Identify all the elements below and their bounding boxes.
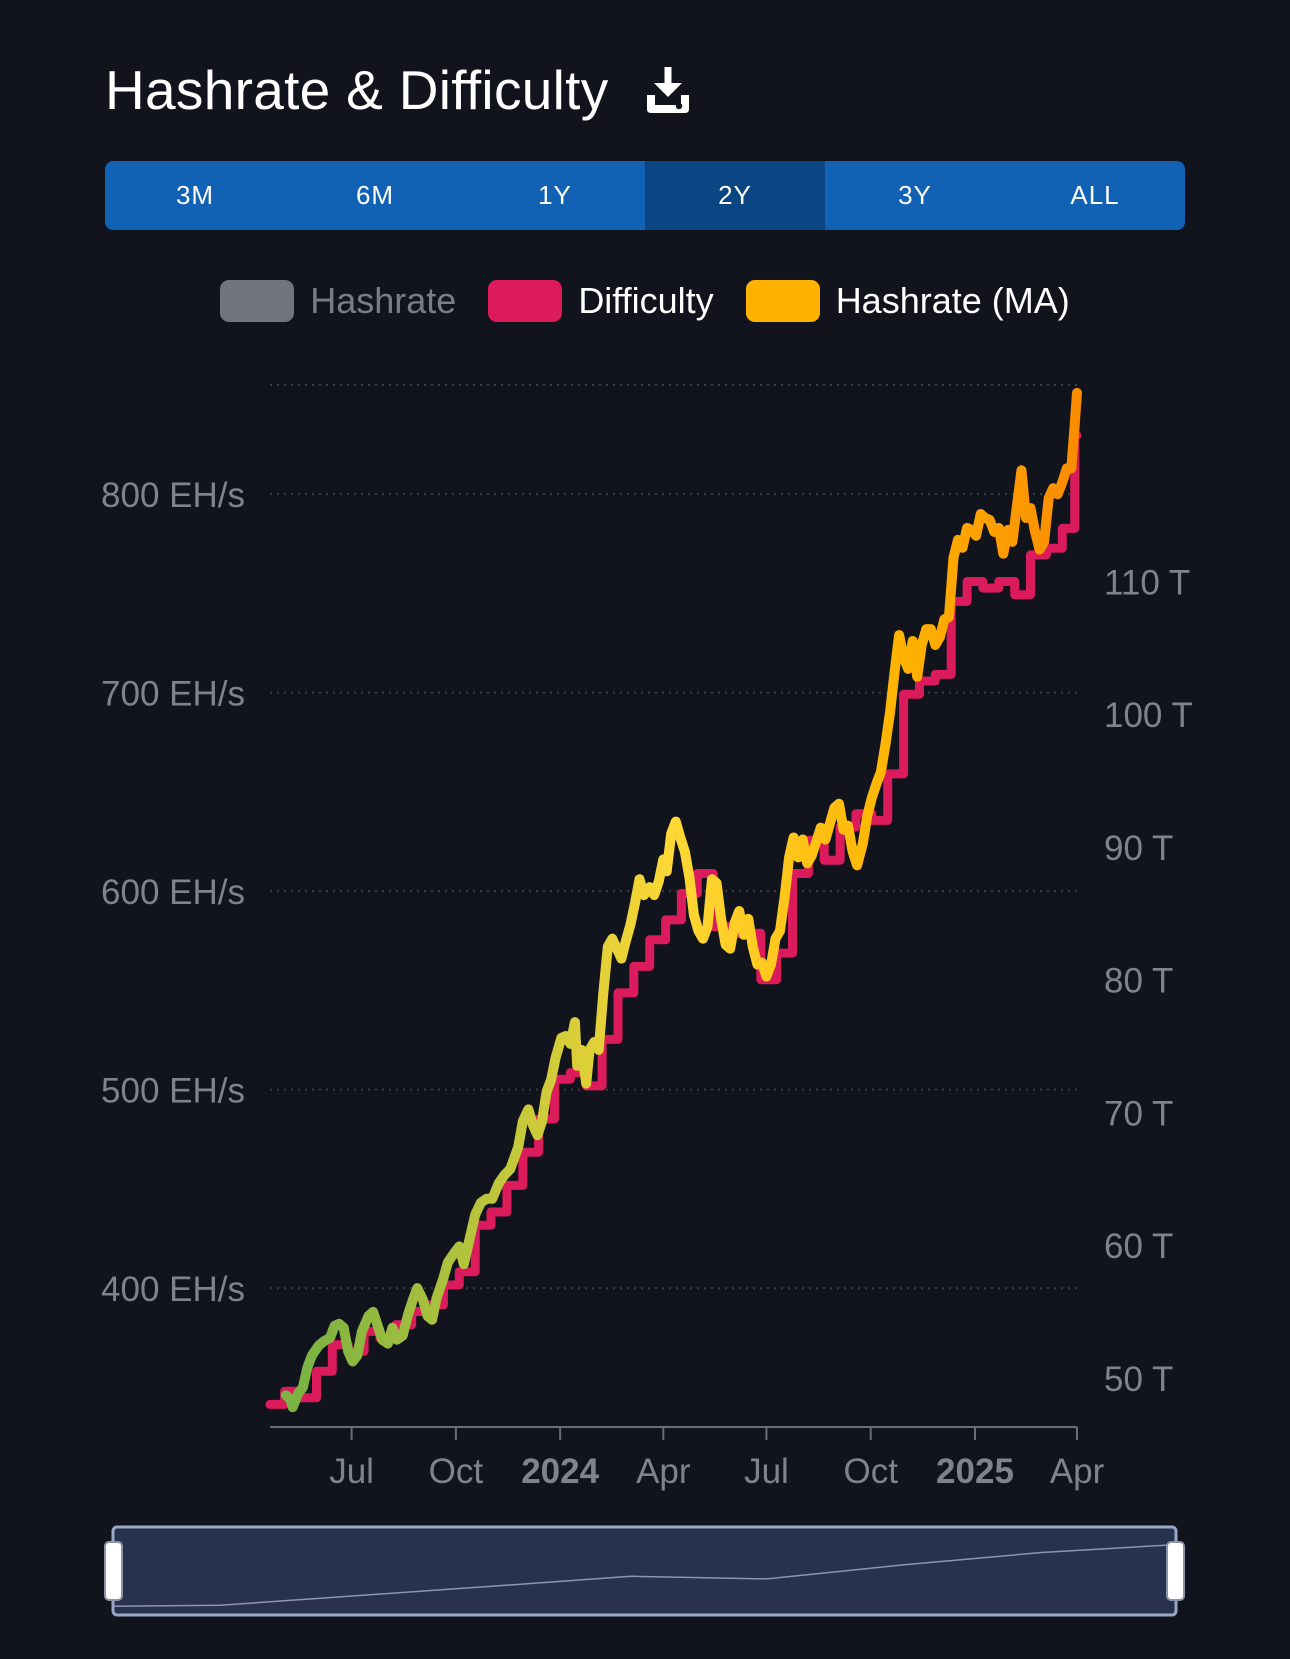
range-button-1y[interactable]: 1Y xyxy=(538,180,572,210)
legend-item-hashrate-ma[interactable]: Hashrate (MA) xyxy=(745,280,1070,322)
legend-item-difficulty[interactable]: Difficulty xyxy=(488,280,714,322)
navigator-series-line xyxy=(112,1543,1177,1607)
y-left-tick-label: 400 EH/s xyxy=(101,1270,245,1309)
legend-item-hashrate[interactable]: Hashrate xyxy=(220,280,456,322)
x-tick-label: Apr xyxy=(1050,1452,1105,1491)
range-selector: 3M 6M 1Y 2Y 3Y ALL xyxy=(105,161,1185,230)
y-right-tick-label: 50 T xyxy=(1104,1360,1173,1399)
y-right-tick-label: 80 T xyxy=(1104,962,1173,1001)
legend-label-hashrate: Hashrate xyxy=(310,280,457,321)
navigator-handle-right[interactable] xyxy=(1166,1541,1185,1601)
chart-title: Hashrate & Difficulty xyxy=(105,59,609,121)
chart-header: Hashrate & Difficulty xyxy=(105,58,695,122)
y-right-tick-label: 70 T xyxy=(1104,1094,1173,1133)
y-left-tick-label: 800 EH/s xyxy=(101,476,245,515)
y-left-tick-label: 700 EH/s xyxy=(101,675,245,714)
x-tick-label: Oct xyxy=(429,1452,484,1491)
x-tick-label: Jul xyxy=(329,1452,374,1491)
legend-swatch-difficulty xyxy=(488,280,563,322)
range-button-3y[interactable]: 3Y xyxy=(898,180,932,210)
y-right-tick-label: 110 T xyxy=(1104,563,1190,602)
x-tick-label: 2025 xyxy=(936,1452,1014,1491)
legend-label-difficulty: Difficulty xyxy=(578,280,714,321)
x-tick-label: Jul xyxy=(744,1452,789,1491)
x-tick-label: 2024 xyxy=(521,1452,599,1491)
y-left-tick-label: 600 EH/s xyxy=(101,873,245,912)
chart-legend: Hashrate Difficulty Hashrate (MA) xyxy=(0,280,1290,322)
legend-swatch-hashrate-ma xyxy=(745,280,820,322)
y-right-tick-label: 90 T xyxy=(1104,829,1173,868)
range-button-2y[interactable]: 2Y xyxy=(645,161,825,230)
y-right-tick-label: 100 T xyxy=(1104,696,1193,735)
legend-swatch-hashrate xyxy=(220,280,295,322)
y-right-tick-label: 60 T xyxy=(1104,1227,1173,1266)
range-button-3m[interactable]: 3M xyxy=(175,180,215,210)
range-button-all[interactable]: ALL xyxy=(1070,180,1120,210)
y-left-tick-label: 500 EH/s xyxy=(101,1072,245,1111)
legend-label-hashrate-ma: Hashrate (MA) xyxy=(835,280,1070,321)
navigator-handle-left[interactable] xyxy=(104,1541,123,1601)
x-tick-label: Oct xyxy=(843,1452,898,1491)
hashrate-ma-line xyxy=(280,387,1082,1413)
download-icon[interactable] xyxy=(641,63,695,117)
range-button-6m[interactable]: 6M xyxy=(355,180,395,210)
x-tick-label: Apr xyxy=(636,1452,691,1491)
